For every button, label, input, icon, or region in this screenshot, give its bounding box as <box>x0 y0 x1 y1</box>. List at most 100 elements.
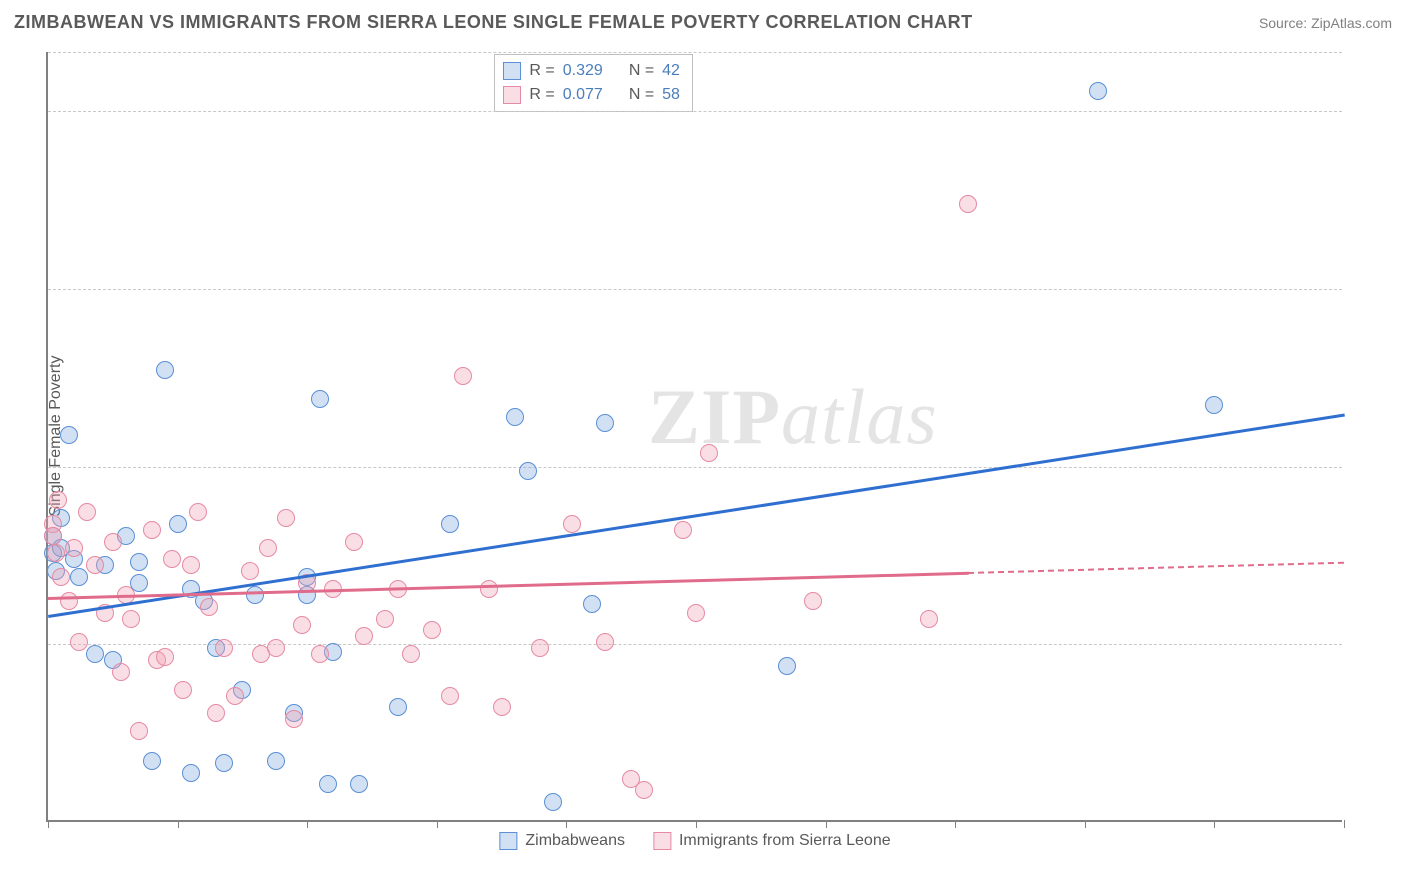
scatter-point <box>531 639 549 657</box>
scatter-point <box>241 562 259 580</box>
scatter-point <box>311 645 329 663</box>
scatter-point <box>778 657 796 675</box>
scatter-point <box>506 408 524 426</box>
legend-r-label: R = <box>529 59 554 83</box>
scatter-point <box>519 462 537 480</box>
scatter-point <box>389 698 407 716</box>
legend-swatch <box>503 62 521 80</box>
scatter-point <box>65 539 83 557</box>
scatter-point <box>402 645 420 663</box>
scatter-point <box>70 568 88 586</box>
scatter-point <box>700 444 718 462</box>
scatter-point <box>130 722 148 740</box>
legend-series-name: Zimbabweans <box>525 832 625 850</box>
source-label: Source: <box>1259 15 1311 31</box>
legend-stats-row: R =0.329N =42 <box>503 59 680 83</box>
scatter-point <box>267 752 285 770</box>
scatter-point <box>319 775 337 793</box>
scatter-point <box>182 764 200 782</box>
scatter-point <box>226 687 244 705</box>
scatter-point <box>122 610 140 628</box>
scatter-point <box>104 533 122 551</box>
scatter-point <box>355 627 373 645</box>
legend-n-label: N = <box>629 83 654 107</box>
scatter-point <box>47 544 65 562</box>
scatter-point <box>544 793 562 811</box>
legend-stats-row: R = 0.077 N = 58 <box>503 83 680 107</box>
scatter-point <box>215 639 233 657</box>
legend-stats-box: R =0.329N =42R =0.077N =58 <box>494 54 693 112</box>
legend-swatch <box>653 832 671 850</box>
scatter-point <box>687 604 705 622</box>
scatter-point <box>182 556 200 574</box>
scatter-point <box>311 390 329 408</box>
scatter-point <box>267 639 285 657</box>
scatter-point <box>169 515 187 533</box>
gridline <box>48 644 1342 645</box>
scatter-point <box>207 704 225 722</box>
chart-title: ZIMBABWEAN VS IMMIGRANTS FROM SIERRA LEO… <box>14 12 973 33</box>
scatter-point <box>376 610 394 628</box>
scatter-point <box>143 521 161 539</box>
legend-item: Immigrants from Sierra Leone <box>653 832 891 850</box>
x-tick <box>696 820 697 828</box>
scatter-point <box>596 633 614 651</box>
legend-swatch <box>503 86 521 104</box>
scatter-point <box>143 752 161 770</box>
x-tick <box>955 820 956 828</box>
scatter-point <box>596 414 614 432</box>
scatter-point <box>454 367 472 385</box>
trend-line <box>968 561 1344 573</box>
scatter-point <box>44 527 62 545</box>
scatter-point <box>920 610 938 628</box>
legend-swatch <box>499 832 517 850</box>
scatter-point <box>345 533 363 551</box>
scatter-point <box>583 595 601 613</box>
watermark-atlas: atlas <box>781 373 938 460</box>
watermark: ZIPatlas <box>648 372 938 462</box>
scatter-point <box>49 491 67 509</box>
scatter-point <box>635 781 653 799</box>
scatter-point <box>285 710 303 728</box>
scatter-point <box>52 568 70 586</box>
x-tick <box>48 820 49 828</box>
scatter-point <box>959 195 977 213</box>
legend-bottom: Zimbabweans Immigrants from Sierra Leone <box>499 832 890 850</box>
scatter-point <box>86 556 104 574</box>
x-tick <box>826 820 827 828</box>
scatter-point <box>215 754 233 772</box>
scatter-point <box>70 633 88 651</box>
scatter-plot: Single Female Poverty ZIPatlas R =0.329N… <box>46 52 1342 822</box>
x-tick <box>1085 820 1086 828</box>
scatter-point <box>674 521 692 539</box>
scatter-point <box>246 586 264 604</box>
scatter-point <box>130 553 148 571</box>
legend-series-name: Immigrants from Sierra Leone <box>679 832 891 850</box>
legend-n-value: 42 <box>662 59 680 83</box>
legend-n-value: 58 <box>662 83 680 107</box>
gridline <box>48 111 1342 112</box>
x-tick <box>566 820 567 828</box>
scatter-point <box>189 503 207 521</box>
scatter-point <box>259 539 277 557</box>
scatter-point <box>174 681 192 699</box>
legend-r-value: 0.077 <box>563 83 603 107</box>
gridline <box>48 467 1342 468</box>
scatter-point <box>1089 82 1107 100</box>
scatter-point <box>480 580 498 598</box>
scatter-point <box>112 663 130 681</box>
scatter-point <box>350 775 368 793</box>
x-tick <box>1344 820 1345 828</box>
x-tick <box>437 820 438 828</box>
gridline <box>48 52 1342 53</box>
scatter-point <box>563 515 581 533</box>
scatter-point <box>60 426 78 444</box>
scatter-point <box>441 515 459 533</box>
legend-r-label: R = <box>529 83 554 107</box>
x-tick <box>178 820 179 828</box>
x-tick <box>1214 820 1215 828</box>
scatter-point <box>804 592 822 610</box>
scatter-point <box>86 645 104 663</box>
legend-n-label: N = <box>629 59 654 83</box>
scatter-point <box>293 616 311 634</box>
